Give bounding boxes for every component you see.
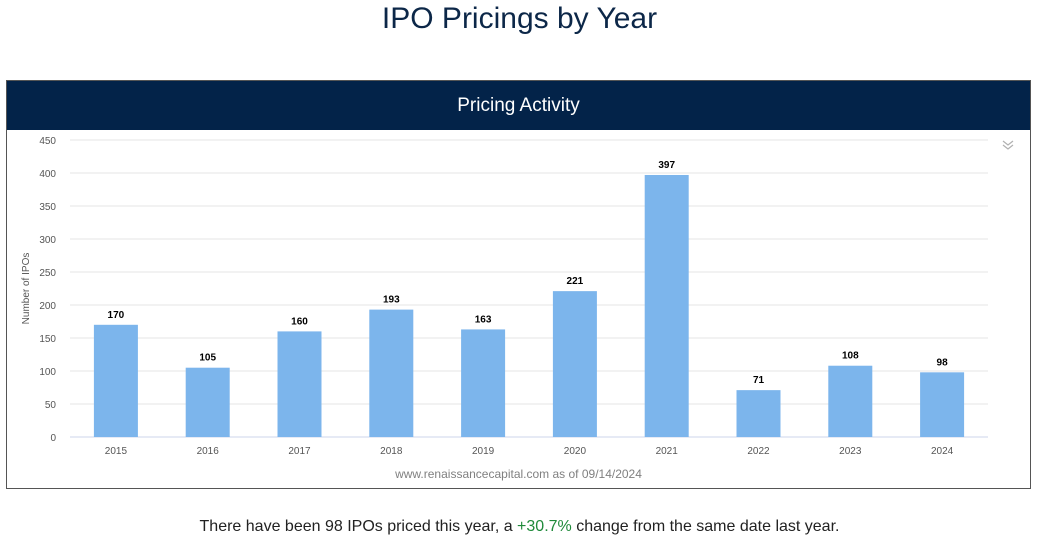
footer-prefix: There have been 98 IPOs priced this year… <box>199 518 518 535</box>
bar <box>552 291 597 437</box>
chevron-double-down-icon[interactable] <box>1001 138 1015 152</box>
y-tick-label: 300 <box>39 235 56 246</box>
footer-suffix: change from the same date last year. <box>571 518 840 535</box>
data-label: 170 <box>108 310 125 321</box>
x-tick-label: 2021 <box>656 446 679 457</box>
y-tick-label: 250 <box>39 268 56 279</box>
bar <box>93 324 138 437</box>
data-label: 193 <box>383 295 400 306</box>
y-tick-label: 150 <box>39 334 56 345</box>
panel-header: Pricing Activity <box>7 81 1030 130</box>
bar <box>828 365 873 437</box>
x-tick-label: 2023 <box>839 446 862 457</box>
data-label: 71 <box>753 375 765 386</box>
x-tick-label: 2015 <box>105 446 128 457</box>
bar <box>185 367 230 437</box>
page-title: IPO Pricings by Year <box>381 2 658 35</box>
data-label: 98 <box>937 357 949 368</box>
bar-chart: 0 50 100 150 200 250 300 350 400 450 Number of IPO… <box>21 136 988 457</box>
source-note: www.renaissancecapital.com as of 09/14/2… <box>395 467 642 481</box>
y-tick-label: 200 <box>39 301 56 312</box>
data-label: 105 <box>199 353 216 364</box>
data-label: 163 <box>475 314 492 325</box>
y-tick-label: 50 <box>45 400 57 411</box>
y-axis-label: Number of IPOs <box>21 253 32 325</box>
y-tick-label: 100 <box>39 367 56 378</box>
data-label: 108 <box>842 351 859 362</box>
y-tick-label: 400 <box>39 169 56 180</box>
bar <box>461 329 506 437</box>
change-percentage: +30.7% <box>517 518 572 535</box>
data-label: 221 <box>567 276 584 287</box>
chart-panel: Pricing Activity 0 50 100 150 200 250 300 350 40… <box>6 80 1031 489</box>
bar <box>644 174 689 438</box>
bar <box>920 372 965 437</box>
x-tick-label: 2024 <box>931 446 954 457</box>
footer-summary: There have been 98 IPOs priced this year… <box>0 518 1039 536</box>
data-label: 397 <box>658 160 675 171</box>
y-tick-label: 0 <box>50 433 56 444</box>
x-tick-label: 2020 <box>564 446 587 457</box>
data-label: 160 <box>291 316 308 327</box>
bar <box>369 309 414 437</box>
bar <box>277 331 322 437</box>
x-tick-label: 2017 <box>288 446 311 457</box>
y-tick-label: 450 <box>39 136 56 147</box>
x-tick-label: 2018 <box>380 446 403 457</box>
x-tick-label: 2016 <box>197 446 220 457</box>
x-tick-label: 2022 <box>747 446 770 457</box>
y-tick-label: 350 <box>39 202 56 213</box>
x-tick-label: 2019 <box>472 446 495 457</box>
bar <box>736 390 781 437</box>
